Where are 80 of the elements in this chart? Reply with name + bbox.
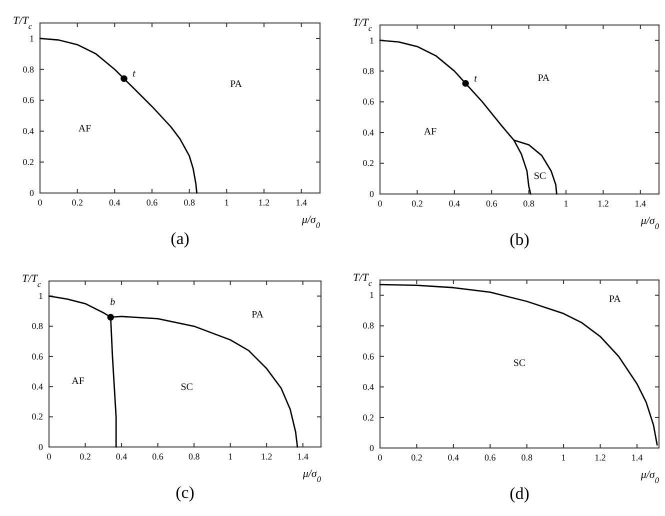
x-tick-label: 1	[228, 451, 233, 462]
x-axis-title: μ/σ$_{0}$	[302, 468, 322, 484]
y-tick-label: 0.4	[32, 382, 44, 392]
x-tick-label: 0	[46, 451, 52, 462]
y-tick-label: 0.8	[22, 64, 34, 74]
y-axis-title: T/T$_{c}$	[22, 273, 42, 288]
x-tick-label: 0.6	[486, 198, 498, 208]
annotation: PA	[538, 73, 550, 84]
x-tick-label: 0	[378, 452, 383, 462]
y-tick-label: 0.8	[32, 321, 44, 332]
x-tick-label: 0.2	[412, 198, 423, 208]
x-tick-label: 0.2	[80, 451, 91, 462]
annotation: AF	[78, 124, 92, 135]
x-tick-label: 0.6	[146, 197, 158, 208]
y-tick-label: 1	[30, 33, 34, 44]
y-tick-label: 0.2	[32, 412, 43, 422]
text: (a)	[170, 229, 190, 248]
y-axis-title: T/T$_{c}$	[353, 272, 372, 288]
y-tick-label: 0.8	[362, 320, 374, 331]
x-tick-label: 1	[561, 452, 566, 462]
y-tick-label: 0.6	[22, 95, 34, 106]
y-tick-label: 0	[38, 442, 44, 452]
y-tick-label: 0.6	[362, 96, 374, 107]
y-tick-label: 0	[30, 188, 34, 198]
x-axis-title: μ/σ$_{0}$	[300, 214, 321, 230]
annotation: PA	[230, 79, 243, 90]
x-tick-label: 0.8	[521, 452, 533, 462]
y-tick-label: 1	[370, 290, 374, 300]
y-tick-label: 1	[370, 35, 374, 46]
annotation: PA	[609, 294, 622, 306]
x-tick-label: 0.8	[523, 198, 535, 208]
y-tick-label: 0.2	[362, 158, 374, 168]
y-tick-label: 0.2	[362, 412, 374, 422]
y-tick-label: 0.6	[362, 351, 374, 362]
y-axis-title: T/T$_{c}$	[13, 15, 32, 30]
text: (b)	[510, 230, 530, 249]
x-tick-label: 0.8	[188, 451, 200, 462]
annotation: SC	[534, 171, 546, 182]
x-tick-label: 0.6	[484, 452, 496, 462]
x-tick-label: 1	[564, 198, 568, 208]
y-axis-title: T/T$_{c}$	[353, 17, 372, 32]
x-tick-label: 1	[224, 197, 229, 208]
text: (c)	[176, 483, 194, 502]
y-tick-label: 0	[370, 188, 374, 199]
x-tick-label: 0.4	[448, 198, 461, 208]
x-tick-label: 1.2	[260, 451, 272, 462]
x-tick-label: 1.2	[594, 452, 606, 462]
x-tick-label: 1.4	[634, 198, 647, 208]
x-axis-title: μ/σ$_{0}$	[640, 469, 660, 484]
x-tick-label: 0.6	[152, 451, 164, 462]
x-tick-label: 0.8	[184, 197, 196, 208]
x-tick-label: 0.2	[72, 197, 83, 208]
y-tick-label: 0.4	[22, 126, 34, 136]
y-tick-label: 0.2	[22, 156, 34, 167]
annotation: SC	[513, 358, 526, 370]
annotation: t	[132, 68, 136, 80]
x-tick-label: 1.2	[598, 198, 609, 208]
y-tick-label: 0	[370, 442, 374, 453]
x-tick-label: 1.4	[296, 197, 308, 208]
y-tick-label: 0.4	[362, 127, 374, 138]
x-tick-label: 1.2	[258, 197, 270, 208]
x-axis-title: μ/σ$_{0}$	[640, 215, 660, 230]
y-tick-label: 0.6	[32, 351, 44, 362]
x-tick-label: 1.4	[297, 451, 309, 462]
x-tick-label: 0.2	[411, 452, 422, 462]
y-tick-label: 1	[38, 290, 43, 301]
annotation: b	[110, 298, 116, 309]
annotation: SC	[180, 382, 194, 394]
annotation: PA	[252, 310, 264, 322]
y-tick-label: 0.8	[362, 66, 374, 76]
annotation: AF	[72, 376, 85, 388]
x-tick-label: 0	[378, 198, 383, 208]
x-tick-label: 1.4	[631, 452, 644, 462]
x-tick-label: 0.4	[448, 452, 460, 462]
annotation: t	[474, 74, 478, 85]
annotation: AF	[424, 126, 438, 138]
x-tick-label: 0.4	[109, 197, 121, 208]
text: (d)	[510, 484, 530, 503]
x-tick-label: 0.4	[116, 451, 128, 462]
y-tick-label: 0.4	[362, 382, 374, 392]
